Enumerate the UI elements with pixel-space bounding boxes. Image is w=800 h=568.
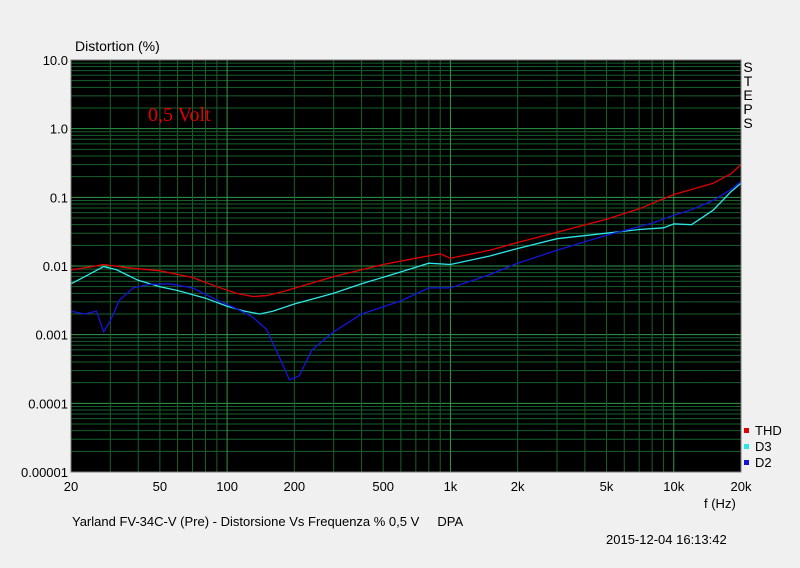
x-tick-label: 20k [731, 479, 752, 494]
y-tick-label: 0.00001 [21, 465, 68, 480]
x-tick-label: 1k [444, 479, 458, 494]
y-tick-label: 0.01 [43, 259, 68, 274]
tick-labels: 20 50 100 200 500 1k 2k 5k 10k 20k 10.0 1.0 0.1 0.01 0… [21, 53, 752, 494]
steps-letter: T [743, 73, 753, 89]
y-tick-label: 0.0001 [28, 396, 68, 411]
x-axis-label: f (Hz) [704, 496, 736, 511]
x-tick-label: 50 [153, 479, 167, 494]
legend-label: D2 [755, 454, 772, 470]
series-group [70, 164, 742, 381]
steps-letter: P [743, 101, 753, 117]
y-tick-label: 1.0 [50, 122, 68, 137]
series-line-thd [70, 164, 742, 298]
legend-item-thd: THD [744, 422, 782, 438]
legend: THD D3 D2 [744, 422, 782, 470]
plot-border [70, 59, 742, 473]
y-tick-label: 0.1 [50, 190, 68, 205]
x-tick-label: 100 [216, 479, 238, 494]
x-tick-label: 5k [600, 479, 614, 494]
y-tick-label: 0.001 [35, 328, 68, 343]
y-tick-label: 10.0 [43, 53, 68, 68]
x-tick-label: 10k [663, 479, 684, 494]
y-axis-label: Distortion (%) [75, 38, 160, 54]
steps-letter: S [743, 115, 753, 131]
steps-letter: E [743, 87, 753, 103]
x-tick-label: 200 [283, 479, 305, 494]
voltage-annotation: 0,5 Volt [148, 104, 211, 126]
steps-letter: S [743, 59, 753, 75]
x-tick-label: 500 [372, 479, 394, 494]
legend-swatch [744, 427, 749, 433]
legend-label: THD [755, 422, 782, 438]
legend-swatch [744, 459, 749, 465]
legend-item-d3: D3 [744, 438, 782, 454]
legend-item-d2: D2 [744, 454, 782, 470]
legend-swatch [744, 443, 749, 449]
legend-label: D3 [755, 438, 772, 454]
x-tick-label: 20 [64, 479, 78, 494]
grid [70, 60, 742, 473]
series-line-d2 [70, 180, 742, 381]
x-tick-label: 2k [511, 479, 525, 494]
chart-caption: Yarland FV-34C-V (Pre) - Distorsione Vs … [72, 514, 464, 529]
timestamp: 2015-12-04 16:13:42 [606, 532, 727, 547]
